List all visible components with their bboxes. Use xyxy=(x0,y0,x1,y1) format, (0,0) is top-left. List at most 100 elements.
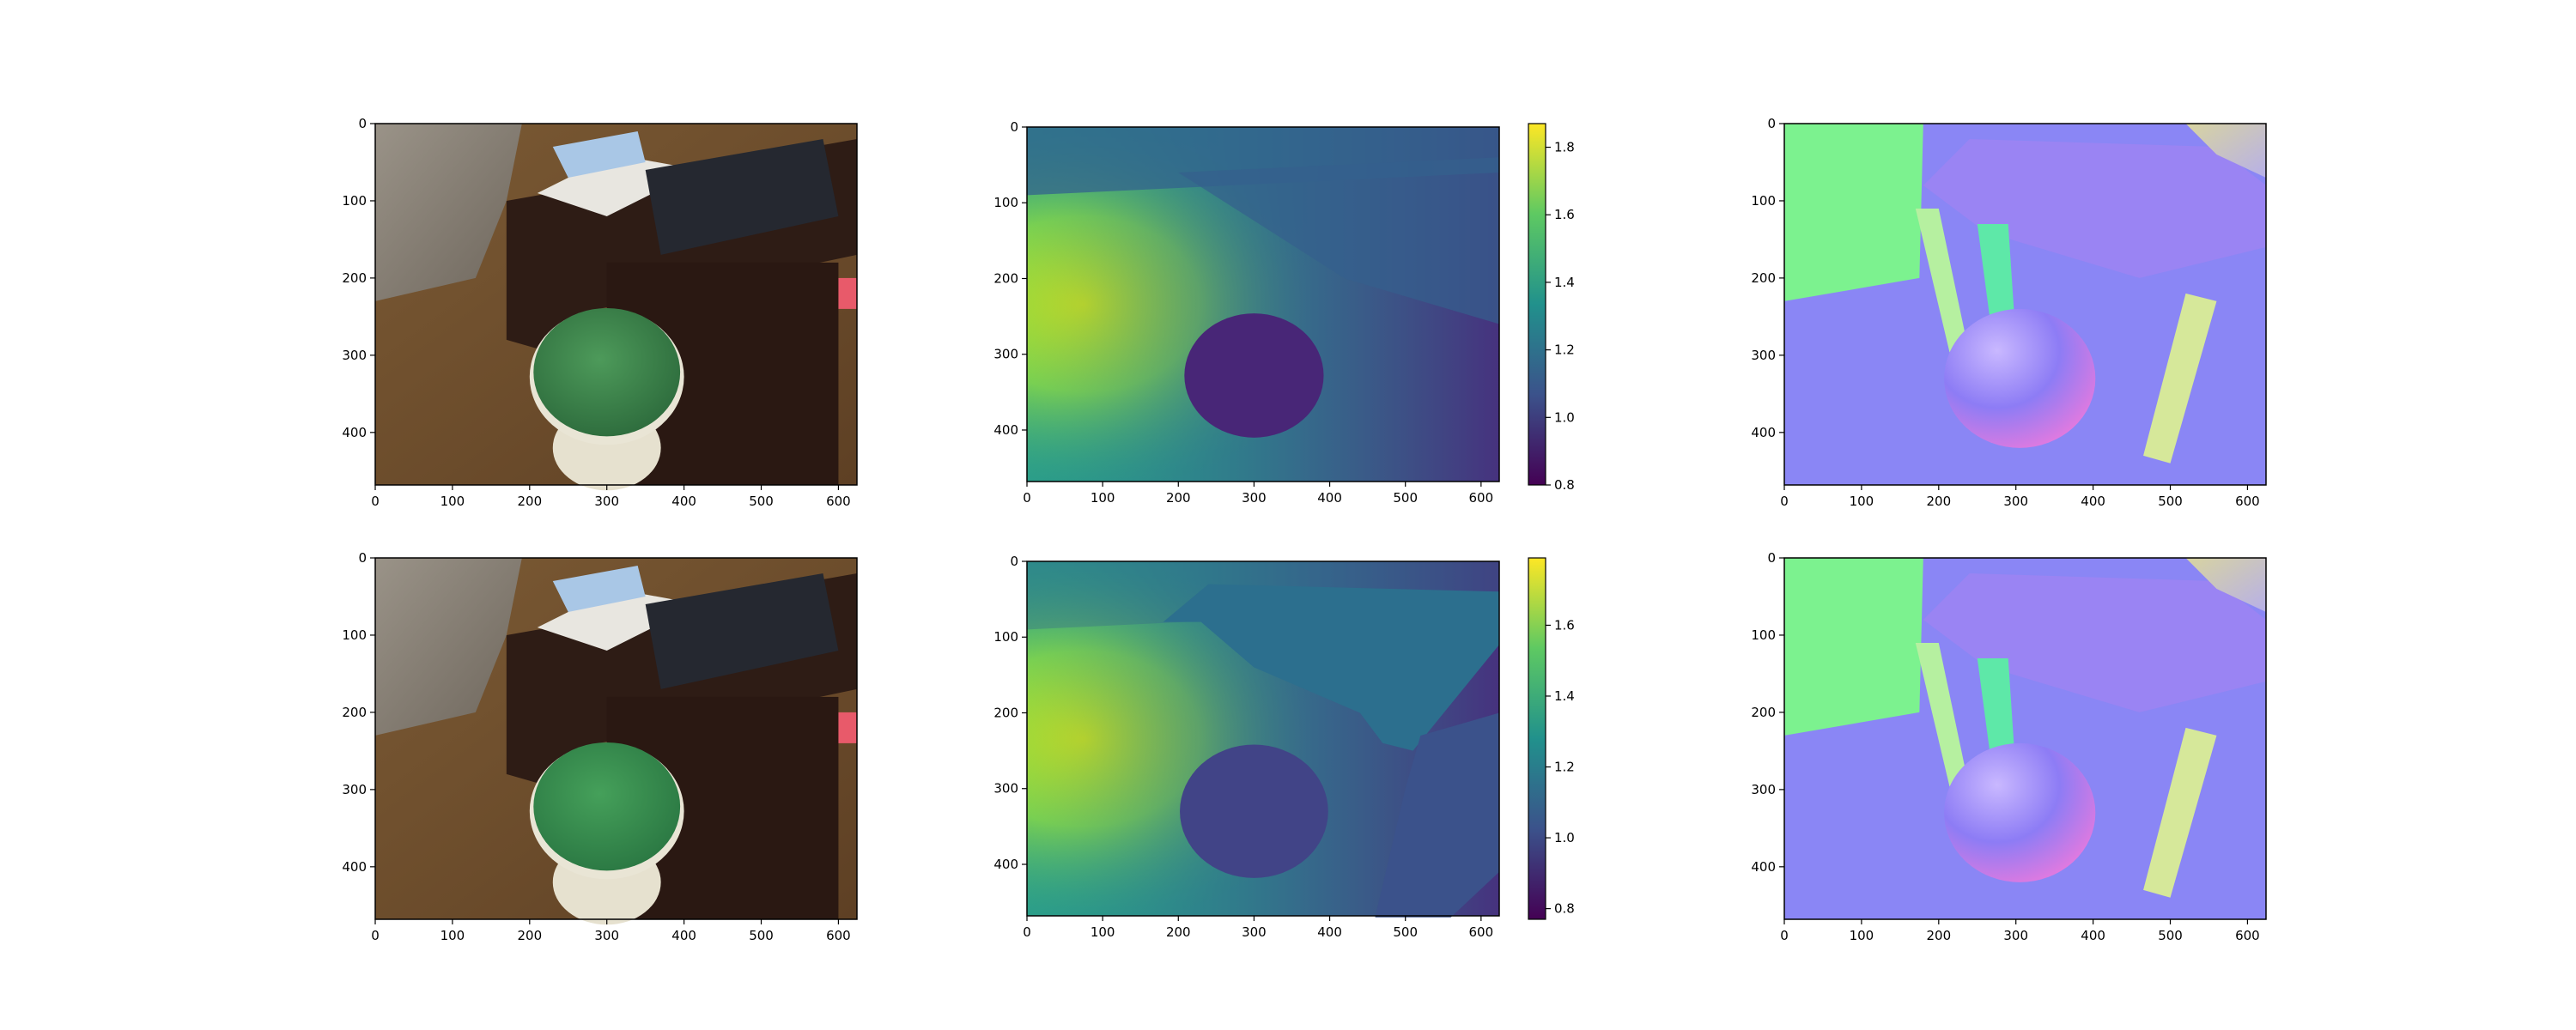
y-tick-label: 0 xyxy=(1767,550,1776,566)
y-tick-label: 100 xyxy=(1751,627,1776,643)
x-tick-label: 200 xyxy=(1166,490,1191,506)
x-tick-label: 300 xyxy=(594,494,619,509)
normal-stool xyxy=(1944,308,2096,448)
rgb-axes-top: 0 100 200 300 400 500 600 0 100 200 300 400 xyxy=(342,116,858,509)
x-tick-label: 500 xyxy=(1393,924,1418,940)
colorbar-tick-label: 1.0 xyxy=(1554,409,1575,425)
x-tick-label: 200 xyxy=(1926,928,1951,943)
x-tick-label: 100 xyxy=(1091,924,1115,940)
x-tick-label: 300 xyxy=(1242,490,1267,506)
x-tick-label: 200 xyxy=(1166,924,1191,940)
x-tick-label: 0 xyxy=(1023,924,1031,940)
x-tick-label: 300 xyxy=(594,928,619,943)
x-tick-label: 100 xyxy=(1850,928,1874,943)
x-tick-label: 100 xyxy=(440,928,465,943)
normal-wall xyxy=(1784,558,1923,736)
x-tick-label: 500 xyxy=(749,494,774,509)
x-tick-label: 0 xyxy=(1780,928,1789,943)
y-tick-label: 200 xyxy=(993,705,1018,720)
normal-panel-bottom xyxy=(1784,558,2266,919)
depth-stool xyxy=(1184,313,1324,438)
depth-desk xyxy=(1178,157,1499,324)
y-tick-label: 0 xyxy=(1010,119,1018,135)
normal-desk-leg-left xyxy=(1915,208,1970,355)
x-tick-label: 400 xyxy=(1317,924,1342,940)
x-tick-label: 200 xyxy=(517,928,542,943)
rgb-panel-bottom xyxy=(375,558,857,925)
colorbar-top: 0.8 1.0 1.2 1.4 1.6 1.8 xyxy=(1528,123,1575,493)
normal-stool xyxy=(1944,742,2096,882)
depth-panel-top xyxy=(1027,127,1499,482)
x-tick-label: 200 xyxy=(517,494,542,509)
rgb-axes-bottom: 0 100 200 300 400 500 600 0 100 200 300 400 xyxy=(342,550,858,943)
y-tick-label: 200 xyxy=(993,270,1018,286)
y-tick-label: 0 xyxy=(358,116,367,131)
rgb-keyboard xyxy=(645,138,839,255)
depth-panel-bottom xyxy=(1027,561,1499,918)
y-tick-label: 200 xyxy=(1751,705,1776,720)
x-tick-label: 600 xyxy=(1469,490,1494,506)
x-tick-label: 200 xyxy=(1926,494,1951,509)
y-tick-label: 400 xyxy=(993,422,1018,438)
y-tick-label: 100 xyxy=(342,193,367,209)
y-tick-label: 400 xyxy=(342,425,367,440)
colorbar-tick-label: 1.2 xyxy=(1554,342,1575,358)
depth-axes-top: 0 100 200 300 400 500 600 0 100 200 300 400 xyxy=(993,119,1500,506)
depth-desk-gt xyxy=(1163,584,1499,751)
x-tick-label: 600 xyxy=(826,494,851,509)
normal-axes-top: 0 100 200 300 400 500 600 0 100 200 300 400 xyxy=(1751,116,2267,509)
depth-desk-side-gt xyxy=(1375,712,1499,918)
axes-frame xyxy=(374,557,858,920)
y-tick-label: 200 xyxy=(1751,270,1776,286)
normal-desk-leg-right xyxy=(2143,293,2217,464)
colorbar-tick-label: 1.6 xyxy=(1554,207,1575,222)
x-tick-label: 300 xyxy=(1242,924,1267,940)
x-tick-label: 400 xyxy=(1317,490,1342,506)
x-tick-label: 300 xyxy=(2003,928,2028,943)
y-tick-label: 400 xyxy=(1751,425,1776,440)
y-tick-label: 400 xyxy=(342,859,367,875)
colorbar-gradient xyxy=(1528,557,1546,920)
x-tick-label: 600 xyxy=(2235,928,2260,943)
rgb-wall xyxy=(375,558,522,736)
colorbar-tick-label: 1.4 xyxy=(1554,688,1575,704)
x-tick-label: 400 xyxy=(2081,928,2105,943)
x-tick-label: 600 xyxy=(826,928,851,943)
y-tick-label: 200 xyxy=(342,270,367,286)
x-tick-label: 100 xyxy=(1091,490,1115,506)
y-tick-label: 300 xyxy=(1751,348,1776,363)
normal-axes-bottom: 0 100 200 300 400 500 600 0 100 200 300 400 xyxy=(1751,550,2267,943)
axes-frame xyxy=(1026,126,1500,482)
y-tick-label: 100 xyxy=(993,195,1018,210)
normal-panel-top xyxy=(1784,124,2266,485)
colorbar-tick-label: 0.8 xyxy=(1554,477,1575,493)
axes-frame xyxy=(1783,123,2267,486)
colorbar-tick-label: 1.4 xyxy=(1554,275,1575,290)
y-tick-label: 300 xyxy=(993,781,1018,797)
x-tick-label: 0 xyxy=(1780,494,1789,509)
normal-desk-leg-right xyxy=(2143,727,2217,898)
rgb-keyboard xyxy=(645,573,839,689)
axes-frame xyxy=(1026,560,1500,917)
rgb-stool-seat xyxy=(533,307,681,437)
x-tick-label: 300 xyxy=(2003,494,2028,509)
x-tick-label: 500 xyxy=(749,928,774,943)
normal-top-right xyxy=(2185,558,2266,612)
colorbar-tick-label: 1.2 xyxy=(1554,760,1575,775)
y-tick-label: 400 xyxy=(1751,859,1776,875)
colorbar-tick-label: 1.6 xyxy=(1554,617,1575,633)
rgb-paper-blue xyxy=(552,565,646,612)
y-tick-label: 0 xyxy=(1767,116,1776,131)
normal-desk-leg-left xyxy=(1915,642,1970,790)
x-tick-label: 500 xyxy=(2158,494,2183,509)
normal-wall xyxy=(1784,124,1923,301)
normal-desk-top xyxy=(1923,573,2266,712)
y-tick-label: 300 xyxy=(342,782,367,797)
rgb-wall xyxy=(375,124,522,301)
rgb-paper-blue xyxy=(552,130,646,178)
colorbar-gradient xyxy=(1528,123,1546,486)
y-tick-label: 200 xyxy=(342,705,367,720)
x-tick-label: 600 xyxy=(2235,494,2260,509)
y-tick-label: 100 xyxy=(342,627,367,643)
